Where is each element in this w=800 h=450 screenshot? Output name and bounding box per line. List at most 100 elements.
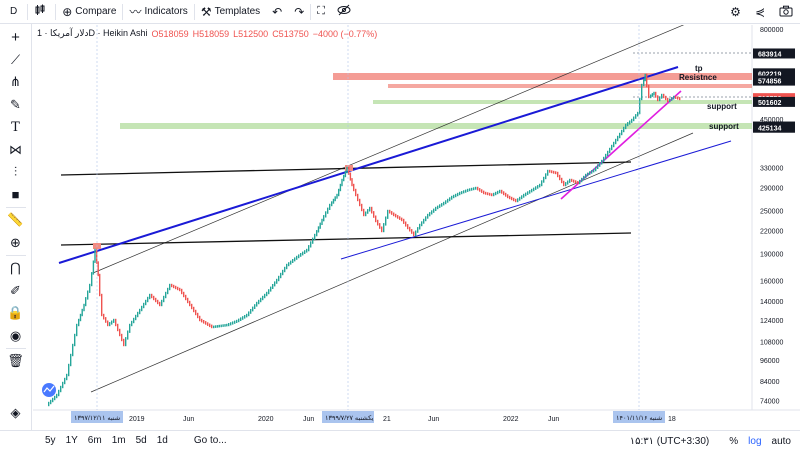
candle <box>97 261 99 277</box>
ruler-tool[interactable]: 📏 <box>0 209 32 232</box>
candle <box>387 209 389 219</box>
candle <box>453 194 455 199</box>
candle <box>143 302 145 309</box>
range-button-1d[interactable]: 1d <box>156 435 168 446</box>
annotation-resistance[interactable]: Resistnce <box>679 73 717 82</box>
legend-close: C513750 <box>272 28 309 39</box>
redo-button[interactable]: ↷ <box>288 0 310 24</box>
black-trendline-lower[interactable] <box>60 232 632 246</box>
candle <box>107 320 109 327</box>
price-chart[interactable]: tp Resistnce support support 800000 45000… <box>33 22 800 430</box>
interval-button[interactable]: D <box>0 0 27 24</box>
legend-open: O518059 <box>151 28 189 39</box>
pattern-tool[interactable]: ⋈ <box>0 139 32 162</box>
candle <box>553 170 555 174</box>
candle <box>565 182 567 187</box>
indicators-button[interactable]: 〰 Indicators <box>123 0 193 24</box>
range-button-6m[interactable]: 6m <box>87 435 102 446</box>
price-badge-label: 574856 <box>758 79 781 86</box>
candle <box>361 203 363 212</box>
magnet-icon: ⋂ <box>10 260 21 276</box>
undo-button[interactable]: ↶ <box>266 0 288 24</box>
resistance-zone-2[interactable] <box>388 84 752 88</box>
hide-drawings-tool[interactable]: ◉ <box>0 325 32 348</box>
candle <box>181 288 183 295</box>
tradingview-logo-icon[interactable] <box>42 383 56 397</box>
layers-icon: ◈ <box>10 404 21 420</box>
candle <box>459 191 461 196</box>
time-scale[interactable]: 2019 Jun 2020 Jun 21 Jun 2022 Jun 18 <box>129 416 676 423</box>
candle <box>203 320 205 324</box>
candle <box>521 195 523 200</box>
stay-drawing-tool[interactable]: ✐ <box>0 280 32 303</box>
price-badge <box>753 122 795 133</box>
shape-tool[interactable]: ■ <box>0 184 32 207</box>
resistance-zone[interactable] <box>333 73 752 80</box>
text-tool[interactable]: T <box>0 116 32 139</box>
brush-tool[interactable]: ✎ <box>0 94 32 117</box>
time-highlight <box>322 411 374 423</box>
auto-toggle[interactable]: auto <box>771 435 791 447</box>
annotation-support-1[interactable]: support <box>707 102 737 111</box>
candle <box>607 150 609 157</box>
candle <box>317 226 320 233</box>
goto-button[interactable]: Go to... <box>193 435 227 446</box>
candle <box>266 291 268 297</box>
compare-button[interactable]: ⊕ Compare <box>56 0 122 24</box>
candle <box>363 208 365 217</box>
blue-channel-lower[interactable] <box>340 140 732 260</box>
candle <box>499 189 501 194</box>
annotation-support-2[interactable]: support <box>709 122 739 131</box>
candle <box>477 186 479 191</box>
hide-drawings-button[interactable] <box>331 0 357 24</box>
range-button-1y[interactable]: 1Y <box>65 435 78 446</box>
screenshot-button[interactable] <box>772 0 800 24</box>
candle <box>199 315 201 322</box>
fullscreen-button[interactable]: ⛶ <box>311 0 331 24</box>
candle <box>236 319 238 323</box>
zoom-tool[interactable]: ⊕ <box>0 232 32 255</box>
candle <box>445 200 447 205</box>
price-badges: 6839146022195748565137505016024283634251… <box>753 48 795 133</box>
timezone-label[interactable]: ۱۵:۳۱ (UTC+3:30) <box>629 435 710 447</box>
prediction-tool[interactable]: ⫶ <box>0 161 32 184</box>
annotation-tp[interactable]: tp <box>695 64 703 73</box>
log-toggle[interactable]: log <box>748 435 762 447</box>
templates-button[interactable]: ⚒ Templates <box>195 0 266 24</box>
candle <box>495 191 497 196</box>
support-zone-1[interactable] <box>373 100 752 104</box>
candle <box>589 171 591 175</box>
channel-lower-thin[interactable] <box>90 132 694 393</box>
candle <box>587 172 589 177</box>
candle <box>515 198 517 203</box>
candle <box>425 216 427 222</box>
magnet-tool[interactable]: ⋂ <box>0 257 32 280</box>
candle <box>357 193 359 202</box>
chart-pane[interactable]: tp Resistnce support support 800000 45000… <box>33 22 800 430</box>
remove-drawings-tool[interactable]: 🗑 <box>0 350 32 373</box>
legend-symbol[interactable]: دلار آمریکا · 1D · Heikin Ashi <box>37 28 148 38</box>
support-zone-2[interactable] <box>120 123 752 129</box>
pitchfork-tool[interactable]: ⋔ <box>0 71 32 94</box>
chart-type-button[interactable] <box>28 0 55 24</box>
range-button-1m[interactable]: 1m <box>111 435 126 446</box>
crosshair-tool[interactable]: + <box>0 26 32 49</box>
range-button-5y[interactable]: 5y <box>45 435 56 446</box>
candle <box>278 275 280 282</box>
trendline-tool[interactable]: ⟋ <box>0 49 32 72</box>
percent-toggle[interactable]: % <box>729 435 739 447</box>
time-highlight-label: شنبه ۱۳۹۷/۱۲/۱۱ <box>74 415 120 422</box>
candle <box>288 262 290 267</box>
object-tree-tool[interactable]: ◈ <box>0 402 32 425</box>
price-scale[interactable]: 800000 450000 330000 290000 250000 220000 1900… <box>760 27 783 406</box>
channel-upper-thin[interactable] <box>92 22 689 274</box>
candle <box>433 208 435 213</box>
range-button-5d[interactable]: 5d <box>135 435 147 446</box>
share-button[interactable]: ⋞ <box>748 0 772 24</box>
candle <box>197 312 199 319</box>
settings-button[interactable]: ⚙ <box>723 0 748 24</box>
blue-channel-upper[interactable] <box>58 66 679 264</box>
candle <box>290 260 292 265</box>
lock-drawings-tool[interactable]: 🔒 <box>0 302 32 325</box>
heikin-ashi-candles[interactable] <box>48 73 681 407</box>
